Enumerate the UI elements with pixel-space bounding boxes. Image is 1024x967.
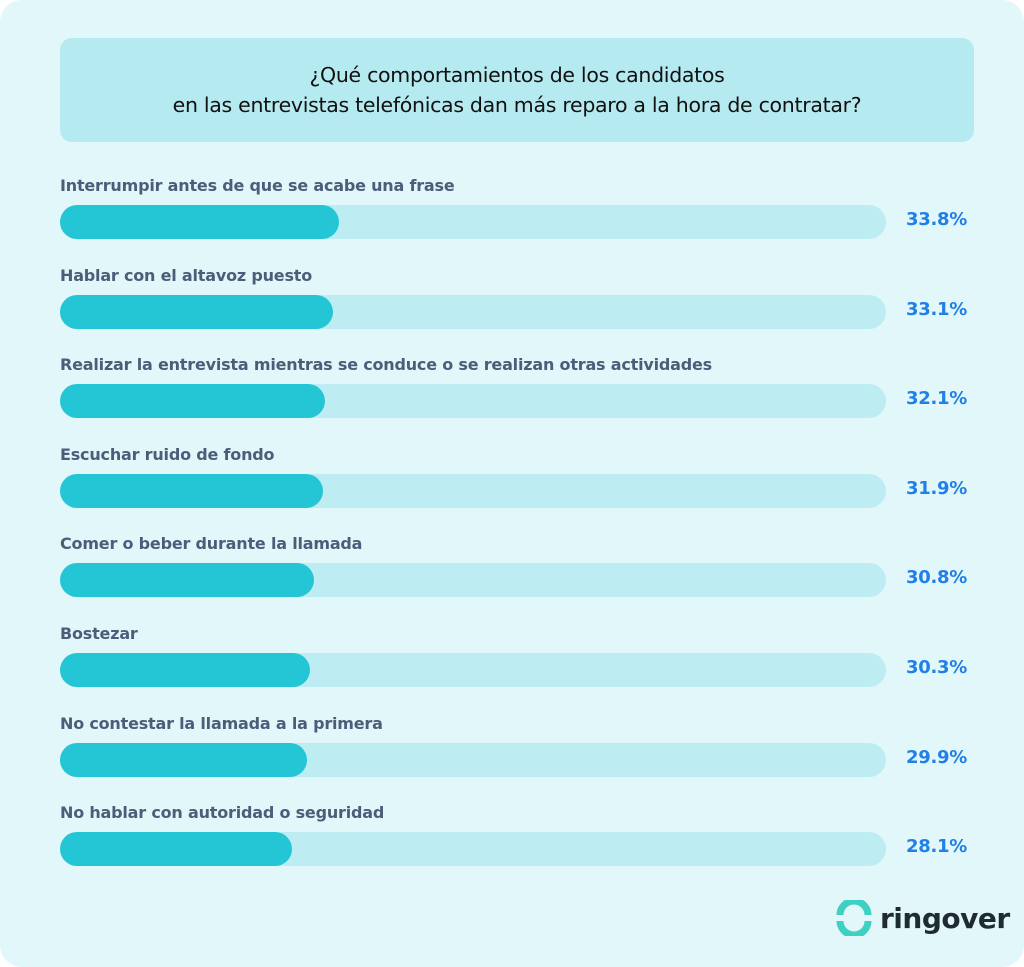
bar-fill [60, 294, 334, 329]
bar-value-label: 30.8% [906, 567, 967, 589]
bar-track [60, 294, 886, 329]
bar-fill [60, 832, 293, 867]
brand-logo: ringover [836, 900, 1010, 936]
bar-fill [60, 653, 311, 687]
bar-label: Realizar la entrevista mientras se condu… [60, 355, 712, 375]
bar-label: No contestar la llamada a la primera [60, 713, 383, 733]
bar-fill [60, 473, 324, 508]
bar-label: Comer o beber durante la llamada [60, 534, 363, 554]
bar-track [60, 742, 886, 777]
brand-name: ringover [880, 901, 1010, 935]
bar-track [60, 653, 886, 687]
bar-value-label: 33.8% [906, 209, 967, 230]
bar-track [60, 205, 886, 239]
bar-track [60, 563, 886, 598]
bar-fill [60, 384, 326, 419]
bar-value-label: 33.1% [906, 298, 967, 320]
bar-label: Hablar con el altavoz puesto [60, 265, 313, 285]
bar-value-label: 30.3% [906, 657, 967, 678]
bar-value-label: 31.9% [906, 477, 967, 499]
bar-label: Interrumpir antes de que se acabe una fr… [60, 176, 455, 195]
bar-fill [60, 205, 340, 239]
title-line-2: en las entrevistas telefónicas dan más r… [172, 93, 862, 117]
bar-label: Escuchar ruido de fondo [60, 444, 275, 464]
bar-fill [60, 563, 315, 598]
title-line-1: ¿Qué comportamientos de los candidatos [309, 63, 725, 87]
bar-fill [60, 742, 307, 777]
bar-value-label: 28.1% [906, 836, 967, 858]
bar-value-label: 29.9% [906, 746, 967, 768]
bar-label: Bostezar [60, 624, 138, 643]
bar-track [60, 384, 886, 419]
bar-track [60, 832, 886, 867]
bar-label: No hablar con autoridad o seguridad [60, 803, 385, 823]
ring-logo-icon [836, 900, 872, 936]
bar-value-label: 32.1% [906, 388, 967, 410]
title-box: ¿Qué comportamientos de los candidatos e… [60, 38, 974, 142]
bar-track [60, 473, 886, 508]
